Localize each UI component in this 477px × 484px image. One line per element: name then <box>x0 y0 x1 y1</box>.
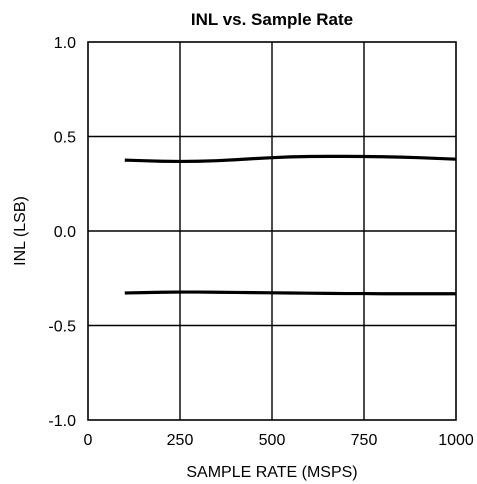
series-line-2 <box>124 290 456 296</box>
y-tick-label: 0.0 <box>54 224 76 241</box>
x-tick-label: 750 <box>351 432 378 449</box>
grid-lines <box>88 42 456 420</box>
y-axis-label: INL (LSB) <box>12 196 29 266</box>
y-tick-label: 1.0 <box>54 35 76 52</box>
series-lines <box>124 154 457 296</box>
x-tick-label: 1000 <box>438 432 474 449</box>
x-axis-label: SAMPLE RATE (MSPS) <box>186 464 357 481</box>
y-tick-label: -1.0 <box>48 413 76 430</box>
x-tick-label: 0 <box>84 432 93 449</box>
x-tick-labels: 0 250 500 750 1000 <box>84 432 474 449</box>
series-line-1 <box>124 154 457 164</box>
y-tick-label: -0.5 <box>48 319 76 336</box>
y-tick-labels: 1.0 0.5 0.0 -0.5 -1.0 <box>48 35 76 430</box>
plot-frame <box>87 41 457 421</box>
x-tick-label: 250 <box>167 432 194 449</box>
chart-title: INL vs. Sample Rate <box>191 10 353 29</box>
x-tick-label: 500 <box>259 432 286 449</box>
y-tick-label: 0.5 <box>54 130 76 147</box>
